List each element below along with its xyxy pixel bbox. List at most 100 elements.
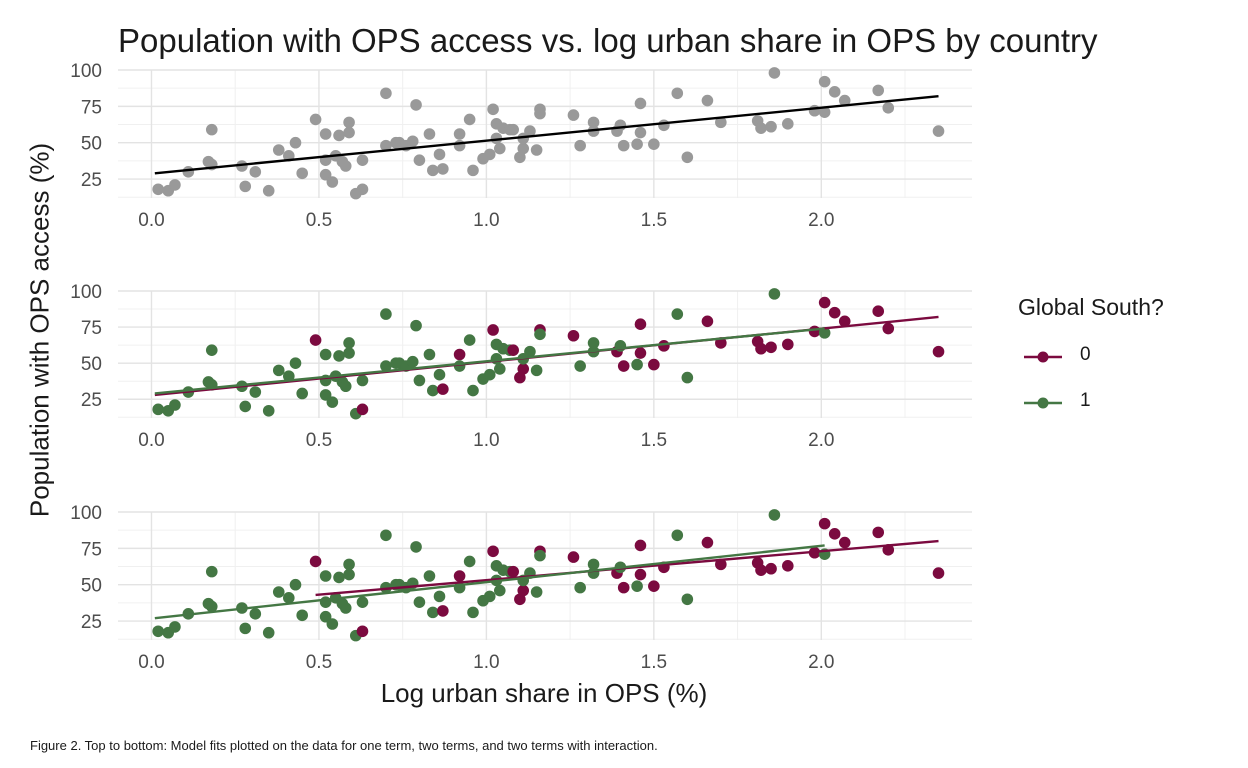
data-point — [339, 160, 352, 172]
data-point — [239, 400, 252, 413]
data-point — [818, 517, 831, 530]
x-tick-label: 1.5 — [641, 210, 667, 231]
data-point — [507, 565, 519, 578]
data-point — [671, 87, 684, 100]
data-point — [715, 558, 727, 571]
data-point — [483, 148, 496, 161]
data-point — [289, 357, 302, 369]
data-point — [427, 384, 439, 397]
data-point — [648, 138, 660, 150]
data-point — [205, 565, 218, 578]
data-point — [567, 329, 580, 342]
data-point — [169, 179, 181, 191]
data-point — [236, 160, 248, 172]
x-tick-label: 0.0 — [138, 652, 164, 673]
data-point — [818, 106, 831, 118]
data-point — [433, 590, 446, 603]
data-point — [380, 529, 392, 542]
data-point — [530, 144, 543, 156]
data-point — [587, 116, 600, 129]
data-point — [487, 324, 499, 336]
panel-2: 25 50 75 100 0.0 0.5 1.0 1.5 2.0 — [70, 282, 972, 451]
data-point — [380, 308, 392, 320]
legend-key-0 — [1024, 351, 1062, 363]
data-point — [410, 319, 422, 332]
data-point — [437, 383, 449, 395]
data-point — [453, 348, 466, 361]
y-tick-label: 50 — [81, 576, 102, 597]
data-point — [517, 584, 530, 597]
data-point — [289, 578, 302, 591]
data-point — [768, 288, 781, 300]
data-point — [755, 122, 767, 134]
data-point — [152, 183, 164, 196]
data-point — [782, 338, 794, 351]
data-point — [681, 371, 694, 384]
data-point — [765, 341, 777, 354]
data-point — [755, 342, 767, 355]
data-point — [828, 306, 841, 319]
data-point — [427, 164, 439, 177]
data-point — [326, 618, 339, 630]
data-point — [309, 334, 322, 346]
data-point — [463, 555, 476, 568]
data-point — [413, 374, 426, 387]
chart-title: Population with OPS access vs. log urban… — [118, 22, 1098, 59]
data-point — [872, 305, 885, 318]
data-point — [681, 151, 694, 164]
y-tick-label: 100 — [70, 61, 102, 82]
data-point — [755, 564, 767, 576]
data-point — [882, 322, 895, 335]
data-point — [534, 328, 546, 341]
data-point — [423, 128, 436, 140]
data-point — [205, 344, 218, 356]
y-tick-label: 100 — [70, 282, 102, 303]
data-point — [530, 364, 543, 377]
data-point — [380, 87, 392, 100]
data-point — [631, 358, 643, 371]
data-point — [782, 560, 794, 572]
data-point — [272, 586, 285, 598]
data-point — [483, 590, 496, 603]
data-point — [239, 622, 252, 635]
data-point — [634, 568, 647, 581]
data-point — [617, 139, 630, 152]
legend-key-1 — [1024, 397, 1062, 409]
data-point — [882, 544, 895, 556]
data-point — [818, 75, 831, 88]
y-tick-label: 100 — [70, 503, 102, 524]
x-tick-label: 0.5 — [306, 652, 332, 673]
data-point — [182, 166, 195, 178]
y-tick-label: 25 — [81, 390, 102, 411]
data-point — [490, 132, 503, 145]
data-point — [671, 308, 684, 320]
data-point — [808, 104, 821, 117]
data-point — [249, 166, 262, 178]
data-point — [872, 84, 885, 97]
data-point — [326, 176, 339, 188]
data-point — [617, 360, 630, 372]
data-point — [493, 584, 506, 597]
data-point — [765, 120, 777, 133]
data-point — [808, 325, 821, 338]
y-tick-label: 75 — [81, 318, 102, 339]
data-point — [283, 592, 295, 604]
data-point — [152, 625, 164, 638]
x-tick-label: 2.0 — [808, 430, 834, 451]
data-point — [634, 539, 647, 552]
data-point — [534, 549, 546, 562]
data-point — [249, 386, 262, 398]
data-point — [205, 123, 218, 136]
data-point — [701, 94, 714, 107]
data-point — [517, 363, 530, 375]
data-point — [249, 608, 262, 620]
data-point — [634, 318, 647, 330]
data-point — [319, 128, 332, 140]
data-point — [423, 348, 436, 361]
data-point — [617, 581, 630, 594]
data-point — [343, 337, 355, 349]
y-tick-label: 75 — [81, 539, 102, 560]
legend-label-0: 0 — [1080, 344, 1091, 365]
data-point — [524, 345, 536, 358]
data-point — [838, 315, 851, 328]
